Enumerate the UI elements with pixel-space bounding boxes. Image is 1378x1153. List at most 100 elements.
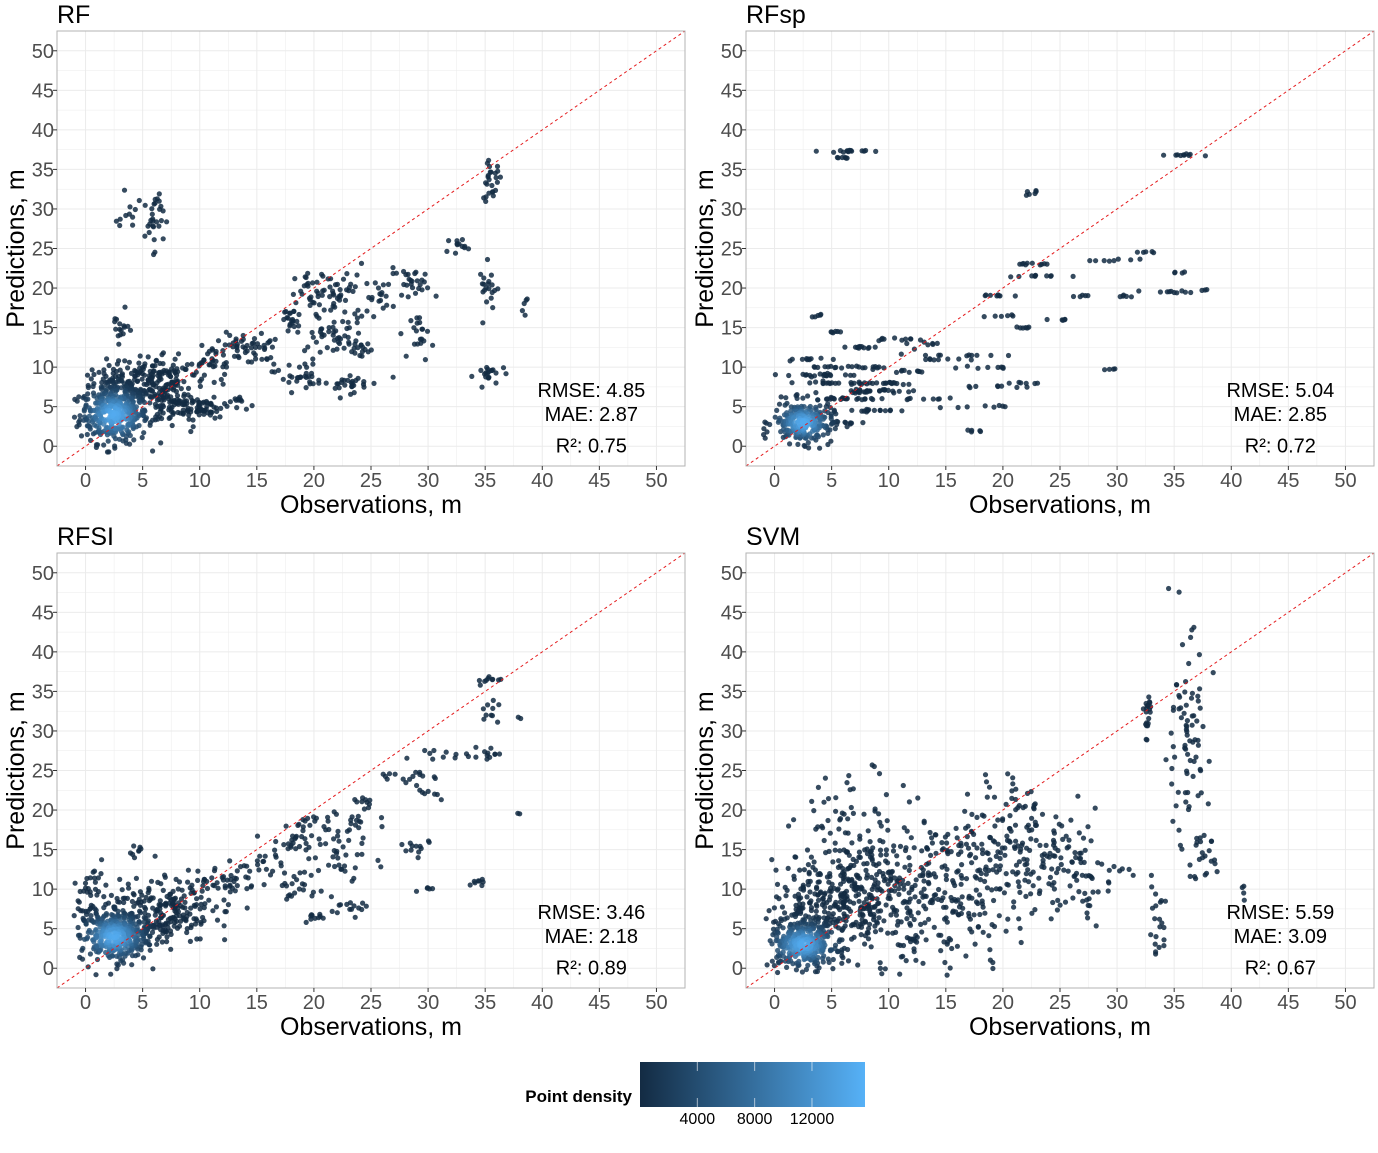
data-point bbox=[1239, 884, 1245, 891]
data-point bbox=[309, 329, 315, 336]
data-point bbox=[480, 320, 486, 326]
data-point bbox=[240, 332, 246, 339]
data-point bbox=[912, 894, 918, 900]
data-point bbox=[153, 219, 160, 225]
data-point bbox=[1199, 850, 1205, 856]
data-point bbox=[1195, 793, 1201, 799]
data-point bbox=[365, 805, 372, 811]
data-point bbox=[238, 864, 244, 870]
data-point bbox=[991, 897, 997, 904]
data-point bbox=[887, 408, 893, 414]
data-point bbox=[1058, 861, 1064, 868]
data-point bbox=[923, 937, 929, 943]
data-point bbox=[1157, 899, 1163, 905]
data-point bbox=[1017, 261, 1023, 267]
data-point bbox=[783, 893, 789, 899]
rmse-label: RMSE: 4.85 bbox=[537, 380, 645, 402]
data-point bbox=[907, 862, 913, 868]
data-point bbox=[1051, 830, 1057, 836]
data-point bbox=[769, 958, 775, 964]
data-point bbox=[1182, 689, 1188, 695]
data-point bbox=[987, 957, 994, 963]
data-point bbox=[1067, 883, 1073, 889]
data-point bbox=[857, 836, 863, 842]
data-point bbox=[355, 307, 361, 313]
data-point bbox=[342, 309, 348, 315]
data-point bbox=[248, 345, 254, 351]
data-point bbox=[1183, 702, 1189, 708]
data-point bbox=[261, 882, 267, 888]
data-point bbox=[902, 847, 909, 854]
data-point bbox=[1179, 846, 1185, 852]
data-point bbox=[973, 855, 979, 861]
y-tick-label: 0 bbox=[43, 436, 54, 458]
data-point bbox=[966, 913, 972, 920]
colorbar-tick-label: 8000 bbox=[737, 1111, 773, 1128]
data-point bbox=[821, 837, 827, 844]
data-point bbox=[227, 332, 233, 338]
data-point bbox=[1184, 718, 1190, 724]
data-point bbox=[174, 372, 180, 378]
data-point bbox=[942, 834, 949, 840]
data-point bbox=[74, 398, 80, 404]
data-point bbox=[1071, 873, 1077, 880]
data-point bbox=[490, 705, 496, 712]
data-point bbox=[116, 436, 123, 442]
data-point bbox=[390, 270, 396, 277]
points bbox=[763, 585, 1247, 978]
data-point bbox=[1195, 693, 1201, 699]
data-point bbox=[191, 902, 197, 908]
data-point bbox=[1044, 273, 1050, 279]
data-point bbox=[1106, 880, 1112, 886]
data-point bbox=[220, 352, 226, 358]
data-point bbox=[963, 825, 969, 831]
x-tick-label: 50 bbox=[1334, 992, 1356, 1014]
data-point bbox=[771, 905, 778, 911]
data-point bbox=[1184, 770, 1190, 777]
data-point bbox=[85, 934, 91, 940]
data-point bbox=[1196, 652, 1202, 658]
data-point bbox=[830, 956, 836, 963]
data-point bbox=[414, 320, 420, 326]
data-point bbox=[896, 891, 902, 898]
data-point bbox=[189, 400, 195, 406]
data-point bbox=[1058, 855, 1064, 861]
x-tick-label: 20 bbox=[303, 992, 325, 1014]
data-point bbox=[190, 424, 196, 430]
data-point bbox=[281, 316, 287, 323]
data-point bbox=[833, 808, 839, 814]
data-point bbox=[189, 361, 195, 367]
data-point bbox=[817, 445, 823, 451]
y-tick-label: 45 bbox=[32, 80, 54, 102]
data-point bbox=[876, 338, 882, 344]
data-point bbox=[164, 893, 170, 900]
data-point bbox=[980, 904, 986, 910]
data-point bbox=[1149, 905, 1156, 911]
data-point bbox=[1010, 781, 1016, 787]
data-point bbox=[254, 858, 260, 864]
data-point bbox=[409, 285, 416, 291]
data-point bbox=[222, 937, 228, 943]
data-point bbox=[114, 361, 120, 367]
data-point bbox=[821, 373, 827, 379]
data-point bbox=[995, 383, 1001, 389]
data-point bbox=[820, 380, 826, 387]
data-point bbox=[1029, 260, 1035, 266]
data-point bbox=[1092, 805, 1098, 811]
data-point bbox=[1037, 842, 1043, 849]
data-point bbox=[903, 958, 909, 964]
data-point bbox=[991, 404, 997, 410]
data-point bbox=[286, 362, 292, 368]
data-point bbox=[847, 899, 853, 905]
data-point bbox=[1202, 872, 1208, 878]
data-point bbox=[417, 843, 423, 850]
data-point bbox=[876, 811, 882, 817]
data-point bbox=[438, 797, 444, 803]
data-point bbox=[1039, 852, 1045, 859]
data-point bbox=[945, 851, 951, 857]
data-point bbox=[823, 850, 829, 856]
data-point bbox=[310, 334, 316, 340]
data-point bbox=[1031, 806, 1037, 812]
data-point bbox=[85, 384, 91, 391]
data-point bbox=[942, 890, 948, 896]
